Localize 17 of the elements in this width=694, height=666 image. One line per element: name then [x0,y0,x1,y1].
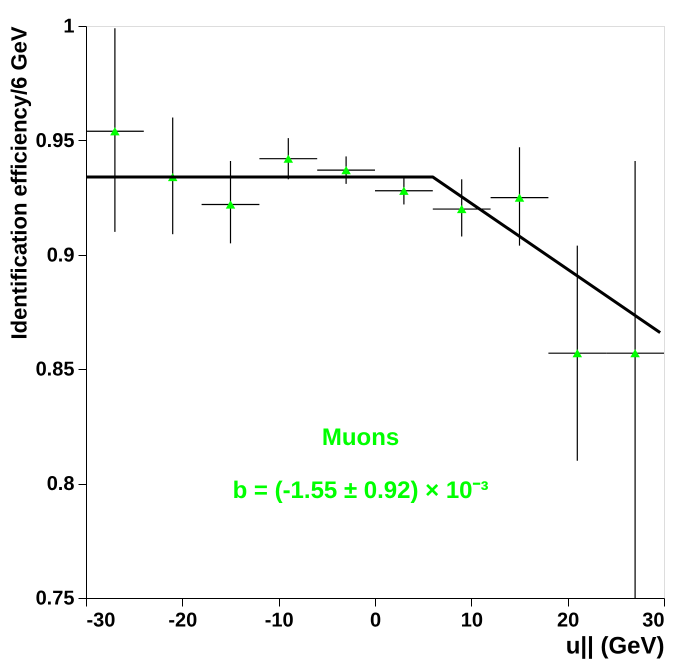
x-axis-title: u|| (GeV) [566,632,664,660]
x-tick-label: 0 [370,610,382,632]
x-tick-label: -30 [86,610,116,632]
annotation: b = (-1.55 ± 0.92) × 10⁻³ [232,476,489,504]
x-tick-label: 10 [460,610,483,632]
x-tick-label: -10 [264,610,294,632]
y-tick-label: 0.75 [36,588,74,610]
x-tick-label: -20 [168,610,198,632]
y-tick-label: 0.95 [36,130,74,152]
x-tick-label: 30 [642,610,664,632]
y-axis-title: Identification efficiency/6 GeV [6,26,32,340]
y-tick-label: 0.8 [46,473,74,496]
x-tick-label: 20 [557,610,580,632]
y-tick-label: 0.9 [46,244,74,266]
annotation: Muons [322,424,400,451]
y-tick-label: 1 [63,16,74,38]
y-tick-label: 0.85 [36,358,74,381]
